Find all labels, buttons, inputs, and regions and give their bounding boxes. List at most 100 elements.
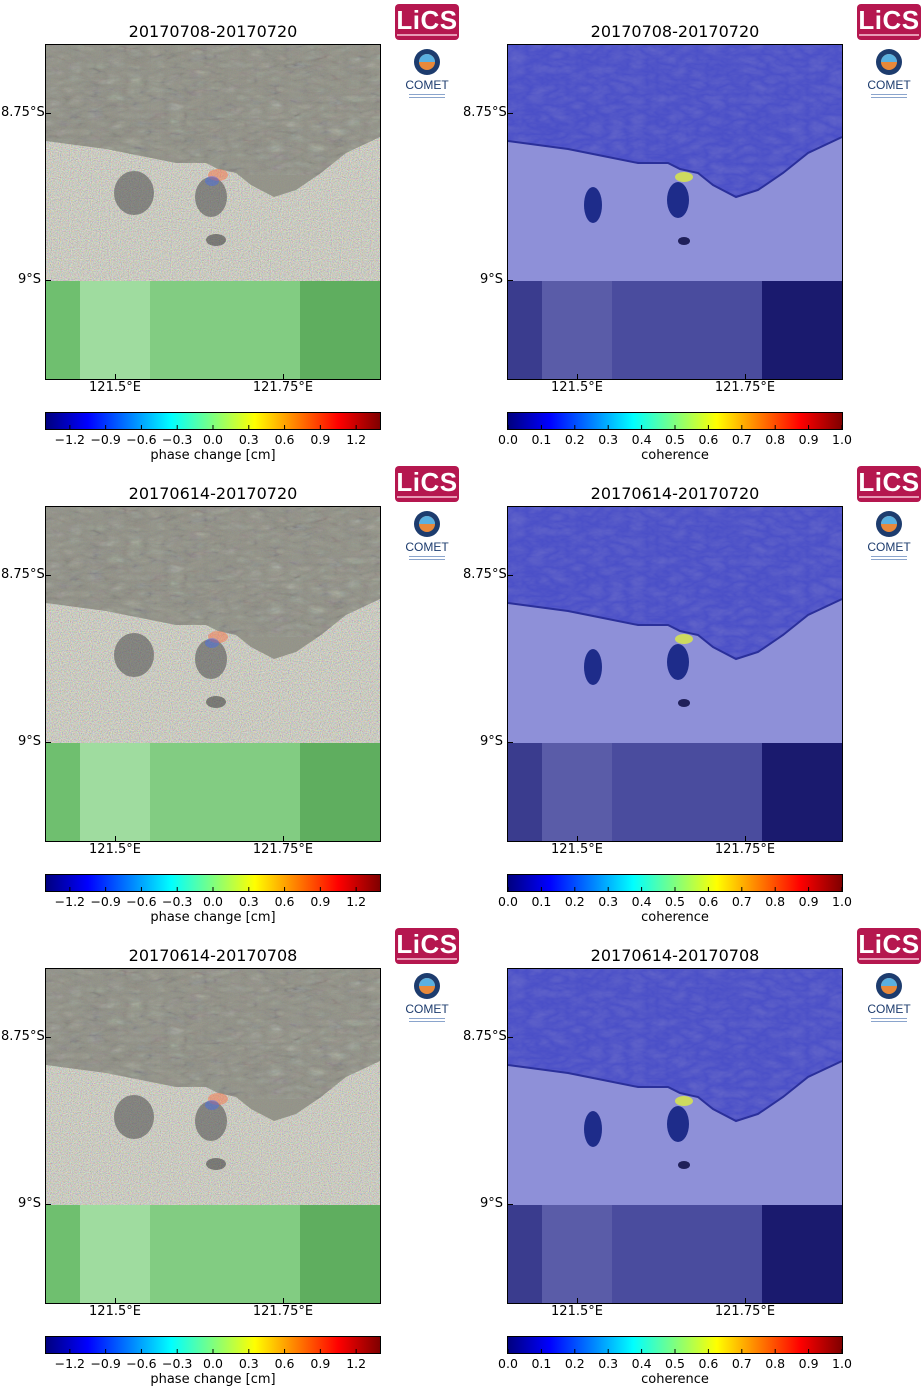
colorbar-tick-label: 0.0: [498, 432, 518, 447]
colorbar-tick-label: 0.0: [203, 432, 223, 447]
colorbar-tick-label: 0.1: [531, 1356, 552, 1371]
colorbar-tick-label: 0.9: [310, 1356, 331, 1371]
latitude-tick: [508, 280, 513, 281]
phase-map: [45, 506, 381, 842]
comet-emblem-icon: [413, 972, 441, 1000]
colorbar-tick-label: 1.2: [346, 894, 367, 909]
colorbar-tick-label: 0.0: [203, 894, 223, 909]
colorbar-label: coherence: [641, 448, 709, 463]
comet-emblem-icon: [875, 48, 903, 76]
comet-tagline: [871, 94, 907, 95]
colorbar-tick-label: 0.3: [238, 432, 259, 447]
colorbar-tick-label: 0.0: [498, 1356, 518, 1371]
colorbar-tick-label: 0.7: [731, 894, 752, 909]
phase-colorbar: [45, 1336, 381, 1354]
comet-tagline: [409, 94, 445, 95]
comet-logo-text: COMET: [867, 1002, 911, 1016]
longitude-label: 121.5°E: [89, 380, 141, 395]
latitude-tick: [46, 113, 51, 114]
panel-title: 20170614-20170720: [590, 484, 760, 503]
colorbar-tick-label: 0.4: [631, 894, 652, 909]
panel-title: 20170614-20170708: [590, 946, 760, 965]
latitude-label: 8.75°S: [463, 1029, 507, 1044]
panel-title: 20170614-20170708: [128, 946, 298, 965]
longitude-tick: [283, 836, 284, 841]
latitude-label: 9°S: [17, 1196, 41, 1211]
comet-tagline: [409, 559, 445, 560]
colorbar-tick-label: 0.0: [203, 1356, 223, 1371]
colorbar-tick-label: 1.0: [832, 894, 852, 909]
lics-comet-logo: LiCS COMET: [395, 4, 459, 104]
lics-subtitle-bar: [397, 34, 457, 36]
longitude-tick: [115, 836, 116, 841]
lics-comet-logo: LiCS COMET: [395, 466, 459, 566]
comet-tagline: [409, 1021, 445, 1022]
lics-comet-logo: LiCS COMET: [395, 928, 459, 1028]
latitude-label: 8.75°S: [463, 567, 507, 582]
colorbar-label: phase change [cm]: [150, 910, 276, 925]
colorbar-tick-label: 0.3: [238, 1356, 259, 1371]
colorbar-tick-label: 0.9: [310, 894, 331, 909]
longitude-label: 121.75°E: [714, 1304, 776, 1319]
colorbar-tick-label: 0.4: [631, 432, 652, 447]
comet-logo-text: COMET: [867, 78, 911, 92]
lics-subtitle-bar: [859, 34, 919, 36]
coherence-map: [507, 44, 843, 380]
longitude-label: 121.5°E: [551, 842, 603, 857]
colorbar-tick-label: 0.3: [598, 432, 619, 447]
colorbar-tick-label: 0.6: [698, 894, 719, 909]
colorbar-tick-label: 0.8: [765, 1356, 786, 1371]
lics-subtitle-bar: [859, 496, 919, 498]
coherence-map: [507, 968, 843, 1304]
comet-tagline: [871, 1018, 907, 1019]
colorbar-tick-label: 0.6: [274, 432, 295, 447]
longitude-tick: [577, 1298, 578, 1303]
longitude-tick: [577, 374, 578, 379]
colorbar-tick-label: 0.6: [698, 432, 719, 447]
longitude-label: 121.5°E: [89, 1304, 141, 1319]
phase-colorbar: [45, 412, 381, 430]
colorbar-tick-label: 0.2: [564, 894, 585, 909]
comet-emblem-icon: [875, 510, 903, 538]
colorbar-tick-label: 0.6: [274, 894, 295, 909]
comet-logo-text: COMET: [867, 540, 911, 554]
lics-subtitle-bar: [859, 958, 919, 960]
latitude-tick: [46, 1204, 51, 1205]
colorbar-tick-label: −1.2: [54, 894, 86, 909]
colorbar-tick-label: 0.2: [564, 1356, 585, 1371]
colorbar-tick-label: 0.7: [731, 432, 752, 447]
lics-comet-logo: LiCS COMET: [857, 4, 921, 104]
coherence-colorbar: [507, 412, 843, 430]
colorbar-tick-label: 0.9: [798, 432, 819, 447]
colorbar-tick-label: −1.2: [54, 432, 86, 447]
panel-title: 20170614-20170720: [128, 484, 298, 503]
longitude-tick: [745, 836, 746, 841]
comet-emblem-icon: [413, 48, 441, 76]
longitude-tick: [283, 1298, 284, 1303]
colorbar-tick-label: 0.6: [274, 1356, 295, 1371]
latitude-tick: [508, 575, 513, 576]
colorbar-tick-label: 0.5: [665, 1356, 685, 1371]
coherence-colorbar: [507, 1336, 843, 1354]
phase-map: [45, 968, 381, 1304]
colorbar-label: phase change [cm]: [150, 1372, 276, 1387]
latitude-tick: [46, 1037, 51, 1038]
comet-tagline: [871, 559, 907, 560]
latitude-tick: [508, 742, 513, 743]
comet-tagline: [871, 556, 907, 557]
colorbar-tick-label: 1.0: [832, 432, 852, 447]
latitude-label: 9°S: [479, 1196, 503, 1211]
latitude-tick: [508, 1037, 513, 1038]
latitude-label: 8.75°S: [1, 105, 45, 120]
panel-title: 20170708-20170720: [128, 22, 298, 41]
panel-title: 20170708-20170720: [590, 22, 760, 41]
colorbar-tick-label: −0.9: [90, 432, 121, 447]
colorbar-tick-label: 0.8: [765, 432, 786, 447]
latitude-label: 8.75°S: [463, 105, 507, 120]
latitude-label: 9°S: [479, 734, 503, 749]
latitude-label: 8.75°S: [1, 567, 45, 582]
lics-subtitle-bar: [397, 496, 457, 498]
colorbar-label: coherence: [641, 1372, 709, 1387]
colorbar-tick-label: 1.0: [832, 1356, 852, 1371]
comet-logo-text: COMET: [405, 1002, 449, 1016]
